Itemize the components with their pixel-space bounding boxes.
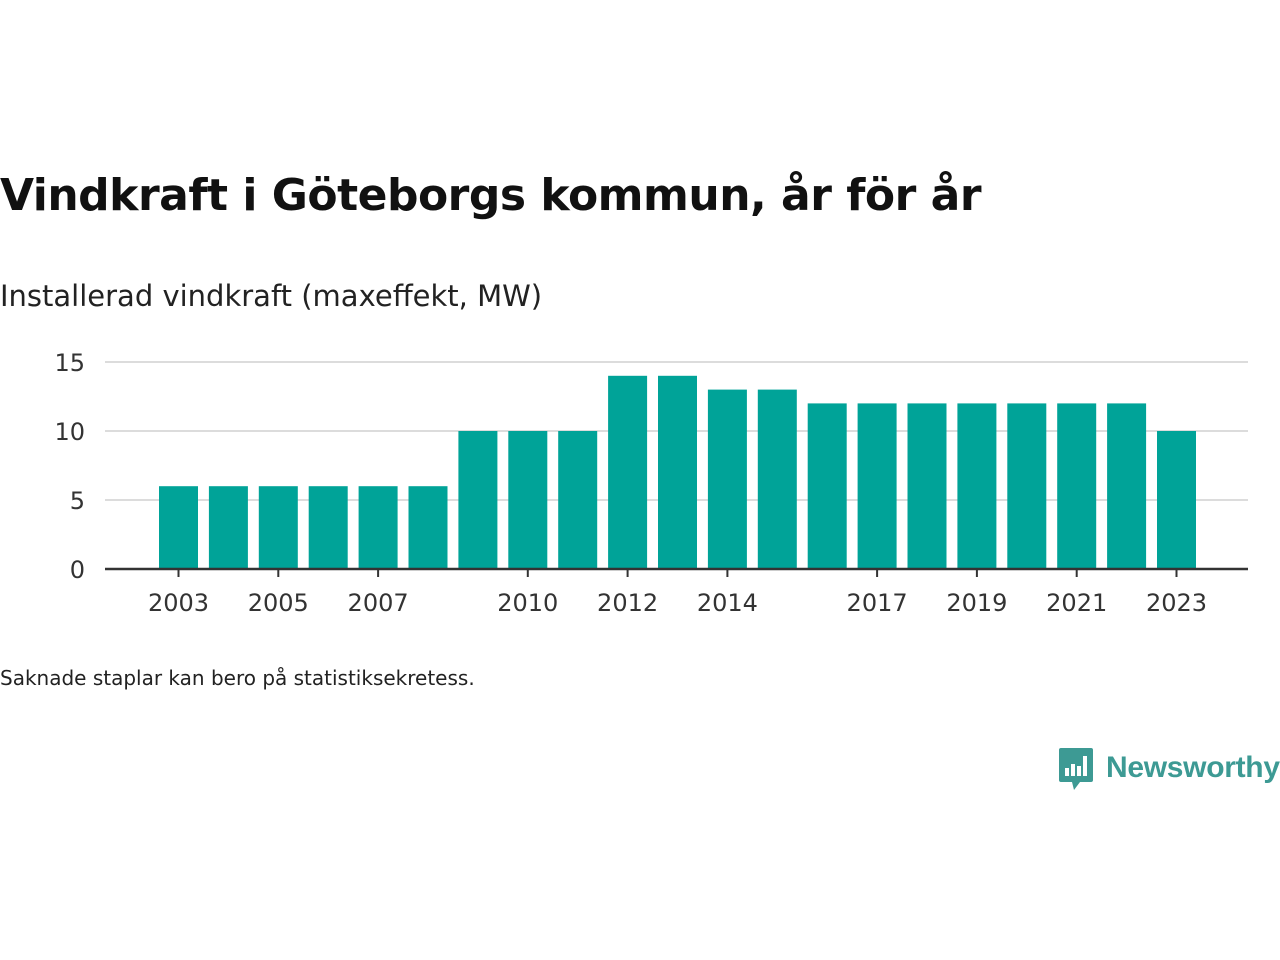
brand-logo: Newsworthy <box>1058 746 1280 790</box>
x-tick-label: 2012 <box>597 589 658 617</box>
x-tick-label: 2003 <box>148 589 209 617</box>
x-tick-label: 2021 <box>1046 589 1107 617</box>
bar-2006 <box>308 486 348 569</box>
x-tick-label: 2014 <box>697 589 758 617</box>
bar-2012 <box>608 375 648 569</box>
x-tick-label: 2023 <box>1146 589 1207 617</box>
bar-2015 <box>757 389 797 569</box>
bar-2023 <box>1157 431 1196 569</box>
bars <box>159 375 1196 569</box>
bar-2010 <box>508 431 548 569</box>
chart-title: Vindkraft i Göteborgs kommun, år för år <box>0 170 982 221</box>
bar-2020 <box>1007 403 1047 569</box>
x-tick-label: 2017 <box>847 589 908 617</box>
bar-2005 <box>258 486 298 569</box>
y-tick-label: 0 <box>70 556 85 584</box>
newsworthy-logo-icon <box>1059 748 1093 790</box>
y-tick-label: 5 <box>70 487 85 515</box>
axes: 0 5 10 15 2003 2005 2007 2010 2012 2014 2017 2019 20… <box>54 349 1248 617</box>
bar-2004 <box>208 486 248 569</box>
bar-2016 <box>807 403 847 569</box>
x-tick-label: 2019 <box>946 589 1007 617</box>
y-tick-label: 15 <box>54 349 85 377</box>
bar-2009 <box>458 431 498 569</box>
chart-subtitle: Installerad vindkraft (maxeffekt, MW) <box>0 279 543 313</box>
x-tick-label: 2010 <box>497 589 558 617</box>
brand-name: Newsworthy <box>1106 751 1280 784</box>
bar-2013 <box>658 375 697 569</box>
bar-2018 <box>907 403 947 569</box>
bar-2011 <box>558 431 598 569</box>
bar-2017 <box>857 403 897 569</box>
x-tick-label: 2005 <box>248 589 309 617</box>
bar-2014 <box>707 389 747 569</box>
x-tick-label: 2007 <box>348 589 409 617</box>
bar-2007 <box>358 486 398 569</box>
bar-2022 <box>1107 403 1147 569</box>
footnote: Saknade staplar kan bero på statistiksek… <box>0 666 475 690</box>
bar-2008 <box>408 486 448 569</box>
bar-2019 <box>957 403 997 569</box>
bar-chart: 0 5 10 15 2003 2005 2007 2010 2012 2014 2017 2019 20… <box>54 349 1248 617</box>
bar-2021 <box>1057 403 1097 569</box>
bar-2003 <box>159 486 198 569</box>
y-tick-label: 10 <box>54 418 85 446</box>
